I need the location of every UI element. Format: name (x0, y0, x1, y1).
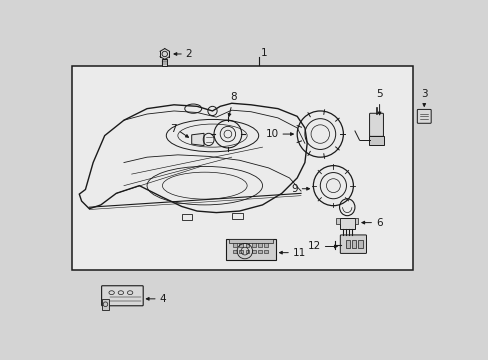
FancyBboxPatch shape (369, 113, 383, 136)
Text: 12: 12 (307, 242, 321, 252)
FancyBboxPatch shape (345, 240, 349, 248)
FancyBboxPatch shape (351, 240, 356, 248)
FancyBboxPatch shape (239, 243, 243, 247)
FancyBboxPatch shape (245, 249, 249, 253)
FancyBboxPatch shape (339, 218, 354, 229)
FancyBboxPatch shape (245, 243, 249, 247)
FancyBboxPatch shape (102, 299, 108, 310)
Polygon shape (72, 66, 413, 270)
Text: 2: 2 (185, 49, 192, 59)
Polygon shape (191, 133, 203, 145)
FancyBboxPatch shape (251, 243, 255, 247)
Text: 11: 11 (292, 248, 305, 258)
Text: 8: 8 (229, 93, 236, 103)
FancyBboxPatch shape (416, 109, 430, 123)
FancyBboxPatch shape (233, 243, 237, 247)
FancyBboxPatch shape (357, 240, 362, 248)
FancyBboxPatch shape (257, 249, 261, 253)
FancyBboxPatch shape (251, 249, 255, 253)
Text: 10: 10 (265, 129, 278, 139)
FancyBboxPatch shape (368, 136, 384, 145)
Text: 5: 5 (375, 89, 382, 99)
FancyBboxPatch shape (354, 218, 357, 224)
Text: 4: 4 (159, 294, 165, 304)
Text: 9: 9 (291, 184, 297, 194)
FancyBboxPatch shape (229, 239, 272, 243)
FancyBboxPatch shape (340, 235, 366, 253)
Text: 7: 7 (169, 124, 176, 134)
FancyBboxPatch shape (239, 249, 243, 253)
Text: 1: 1 (261, 48, 267, 58)
FancyBboxPatch shape (102, 286, 143, 306)
FancyBboxPatch shape (162, 59, 167, 66)
FancyBboxPatch shape (264, 249, 267, 253)
FancyBboxPatch shape (233, 249, 237, 253)
FancyBboxPatch shape (264, 243, 267, 247)
Text: 6: 6 (376, 217, 383, 228)
FancyBboxPatch shape (257, 243, 261, 247)
Text: 3: 3 (420, 89, 427, 99)
FancyBboxPatch shape (226, 239, 275, 260)
FancyBboxPatch shape (336, 218, 339, 224)
